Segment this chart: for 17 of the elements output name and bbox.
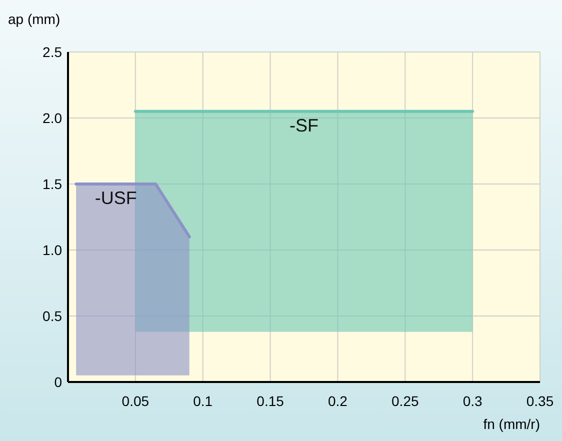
series-label: -USF — [94, 188, 137, 208]
x-tick-label: 0.15 — [256, 393, 284, 409]
y-tick-label: 2.5 — [42, 44, 62, 60]
series-label: -SF — [290, 115, 318, 136]
x-tick-label: 0.25 — [392, 393, 419, 409]
y-tick-label: 2.0 — [42, 110, 62, 126]
x-tick-label: 0.05 — [122, 393, 150, 409]
x-tick-label: 0.2 — [328, 393, 348, 409]
x-tick-label: 0.1 — [193, 393, 213, 409]
y-tick-label: 0 — [54, 374, 62, 390]
y-tick-label: 0.5 — [42, 308, 62, 324]
y-axis-title: ap (mm) — [8, 11, 60, 27]
y-tick-label: 1.5 — [42, 176, 62, 192]
x-tick-label: 0.3 — [462, 393, 483, 409]
x-axis-title: fn (mm/r) — [483, 416, 540, 432]
y-tick-label: 1.0 — [42, 242, 62, 258]
x-tick-label: 0.35 — [526, 393, 554, 409]
